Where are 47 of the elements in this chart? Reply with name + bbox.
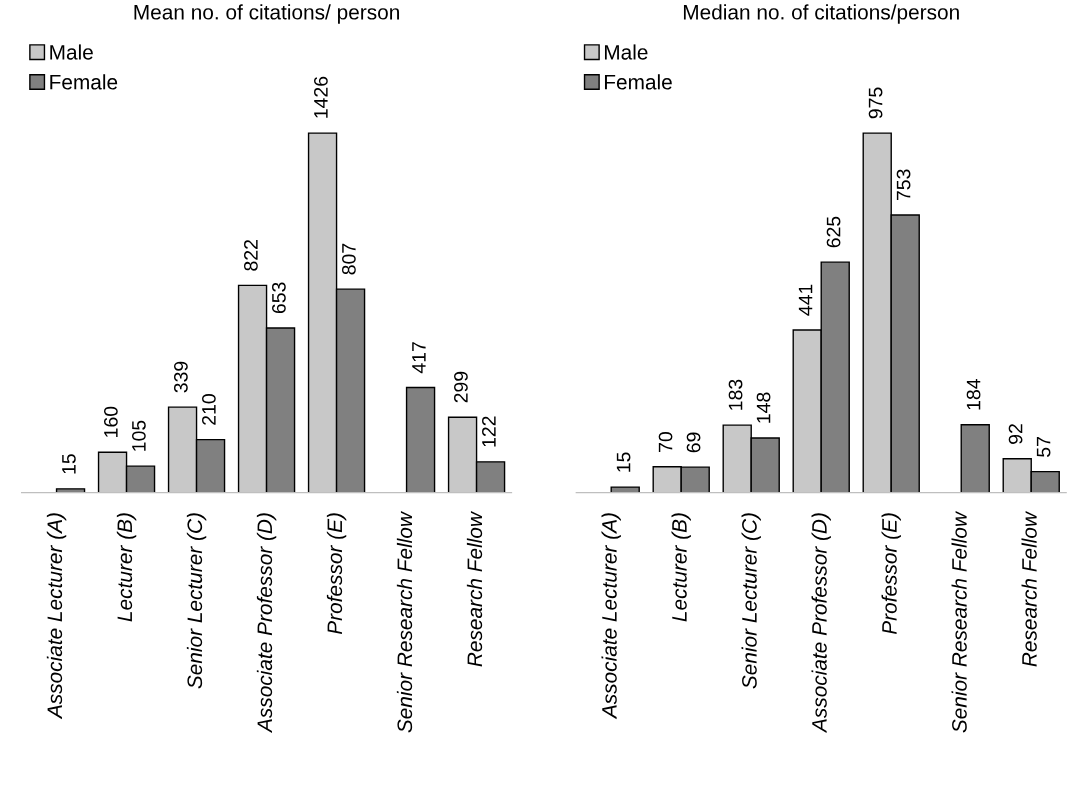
bar: [405, 386, 436, 493]
data-label: 183: [728, 379, 743, 410]
legend-label: Female: [50, 74, 118, 90]
data-label: 975: [868, 87, 883, 119]
data-label: 822: [244, 240, 258, 271]
chart-title: Mean no. of citations/ person: [134, 4, 399, 24]
x-tick-label: Lecturer (B): [116, 513, 137, 622]
data-label: 160: [104, 406, 118, 437]
x-tick-label: Research Fellow: [466, 510, 483, 667]
x-tick-label: Associate Lecturer (A): [46, 513, 67, 720]
data-label: 625: [826, 216, 841, 248]
x-tick-label: Associate Professor (D): [256, 513, 277, 734]
data-label: 122: [482, 416, 496, 447]
data-label: 653: [272, 282, 286, 314]
data-label: 339: [174, 361, 188, 393]
data-label: 1426: [314, 76, 328, 118]
data-label: 441: [798, 284, 813, 316]
x-tick-label: Senior Lecturer (C): [186, 513, 207, 689]
x-tick-label: Associate Lecturer (A): [601, 513, 621, 720]
data-label: 184: [966, 379, 981, 410]
data-label: 210: [202, 394, 216, 425]
x-tick-label: Lecturer (B): [671, 513, 691, 622]
x-tick-label: Professor (E): [326, 513, 347, 635]
legend-label: Male: [50, 44, 93, 60]
bar: [610, 486, 640, 493]
data-label: 15: [616, 452, 631, 472]
data-label: 15: [62, 454, 76, 474]
data-label: 148: [756, 392, 771, 423]
data-label: 57: [1036, 437, 1051, 457]
legend-label: Female: [604, 74, 672, 90]
data-label: 69: [686, 432, 701, 453]
data-label: 807: [342, 243, 356, 275]
x-tick-label: Senior Research Fellow: [396, 510, 413, 733]
bar: [960, 424, 990, 493]
legend-label: Male: [604, 44, 648, 60]
x-tick-label: Research Fellow: [1021, 510, 1037, 667]
data-label: 92: [1008, 424, 1023, 444]
data-label: 299: [454, 371, 468, 403]
data-label: 417: [412, 342, 426, 374]
x-tick-label: Professor (E): [881, 513, 901, 635]
data-label: 105: [132, 420, 146, 451]
data-label: 70: [658, 432, 673, 452]
x-tick-label: Senior Lecturer (C): [741, 513, 761, 689]
x-tick-label: Senior Research Fellow: [951, 510, 967, 733]
data-label: 753: [896, 169, 911, 201]
x-tick-label: Associate Professor (D): [811, 513, 831, 734]
chart-title: Median no. of citations/person: [683, 4, 959, 24]
